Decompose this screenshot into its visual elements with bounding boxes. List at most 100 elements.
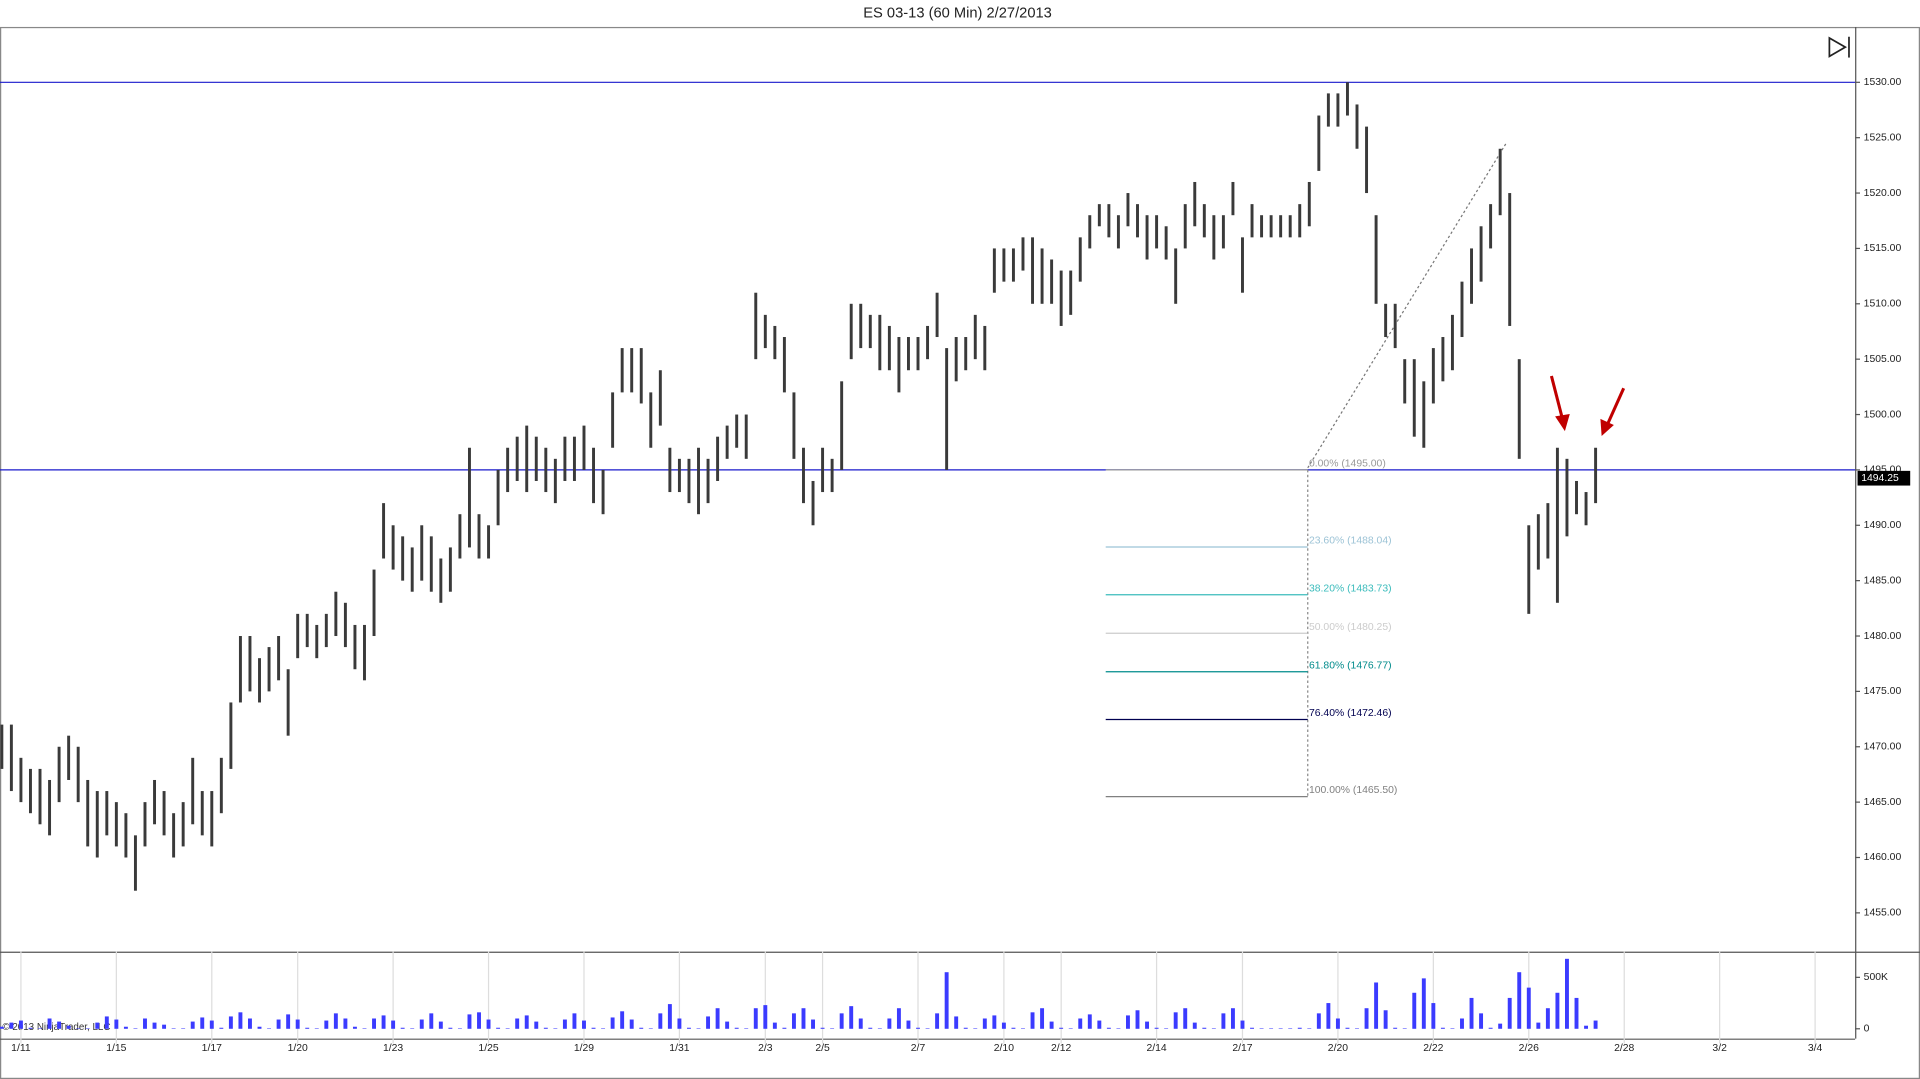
volume-bar bbox=[515, 1018, 520, 1029]
price-bar bbox=[1126, 193, 1130, 227]
volume-bar bbox=[1469, 997, 1474, 1029]
price-bar bbox=[258, 658, 261, 703]
volume-bar bbox=[410, 1028, 415, 1029]
volume-bar bbox=[18, 1020, 23, 1029]
price-bar bbox=[1431, 348, 1435, 404]
price-bar bbox=[1403, 359, 1407, 404]
price-bar bbox=[582, 425, 586, 470]
price-bar bbox=[754, 292, 758, 360]
price-bar bbox=[773, 325, 777, 360]
volume-bar bbox=[219, 1027, 224, 1029]
price-bar bbox=[811, 480, 815, 526]
price-bar bbox=[76, 746, 80, 803]
price-bar bbox=[716, 436, 720, 481]
volume-bar bbox=[1230, 1008, 1235, 1029]
price-bar bbox=[1412, 359, 1416, 437]
price-bar bbox=[391, 525, 395, 570]
fib-label: 23.60% (1488.04) bbox=[1309, 536, 1392, 547]
volume-bar bbox=[677, 1018, 682, 1029]
price-bar bbox=[1584, 492, 1588, 526]
x-tick-label: 1/11 bbox=[11, 1043, 31, 1054]
price-bar bbox=[133, 835, 137, 891]
x-tick-label: 2/28 bbox=[1614, 1043, 1634, 1054]
volume-bar bbox=[152, 1022, 157, 1029]
y-tick-label: 1490.00 bbox=[1864, 520, 1902, 531]
volume-bar bbox=[162, 1024, 167, 1029]
volume-bar bbox=[1087, 1014, 1092, 1029]
price-bar bbox=[945, 348, 949, 470]
price-bar bbox=[9, 724, 13, 792]
x-tick-label: 2/12 bbox=[1051, 1043, 1071, 1054]
volume-bar bbox=[57, 1021, 62, 1029]
price-bar bbox=[697, 447, 700, 515]
volume-bar bbox=[982, 1018, 987, 1029]
volume-bar bbox=[1584, 1025, 1589, 1029]
fib-label: 100.00% (1465.50) bbox=[1309, 785, 1397, 796]
price-bar bbox=[143, 802, 147, 847]
y-tick-label: 1475.00 bbox=[1864, 686, 1902, 697]
price-bar bbox=[1575, 480, 1578, 515]
price-bar bbox=[439, 558, 443, 603]
volume-bar bbox=[1393, 1027, 1398, 1029]
price-bar bbox=[1260, 215, 1264, 238]
volume-bar bbox=[591, 1027, 596, 1029]
volume-bar bbox=[314, 1028, 319, 1029]
x-tick-label: 2/14 bbox=[1146, 1043, 1166, 1054]
volume-bar bbox=[1116, 1028, 1121, 1029]
price-bar bbox=[1374, 215, 1378, 304]
volume-bar bbox=[1479, 1013, 1484, 1029]
volume-bar bbox=[1526, 987, 1531, 1029]
volume-bar bbox=[820, 1027, 825, 1029]
price-bar bbox=[1002, 248, 1006, 282]
price-bar bbox=[1508, 193, 1512, 326]
volume-tick-label: 0 bbox=[1864, 1024, 1870, 1035]
price-bar bbox=[28, 768, 32, 814]
volume-bar bbox=[276, 1019, 281, 1029]
price-bar bbox=[792, 392, 796, 459]
price-bar bbox=[1031, 237, 1034, 304]
volume-bar bbox=[1440, 1027, 1445, 1029]
volume-bar bbox=[66, 1025, 71, 1029]
price-bar bbox=[19, 757, 23, 803]
price-bar bbox=[935, 292, 939, 338]
y-tick-label: 1455.00 bbox=[1864, 908, 1902, 919]
price-bar bbox=[1555, 447, 1559, 603]
price-bar bbox=[1183, 204, 1187, 249]
price-bar bbox=[706, 458, 710, 504]
play-icon[interactable] bbox=[1828, 36, 1848, 58]
price-bar bbox=[1527, 525, 1531, 614]
volume-bar bbox=[610, 1017, 615, 1029]
price-bar bbox=[1107, 204, 1111, 238]
volume-bar bbox=[28, 1027, 33, 1029]
volume-bar bbox=[1183, 1008, 1188, 1029]
x-tick-label: 1/25 bbox=[478, 1043, 498, 1054]
fib-label: 0.00% (1495.00) bbox=[1309, 459, 1386, 470]
price-bar bbox=[887, 325, 891, 371]
volume-bar bbox=[954, 1016, 959, 1029]
volume-bar bbox=[362, 1028, 367, 1029]
price-bar bbox=[410, 547, 414, 592]
price-bar bbox=[1040, 248, 1044, 304]
price-bar bbox=[1174, 248, 1178, 304]
price-bar bbox=[1116, 215, 1120, 249]
volume-bar bbox=[1288, 1028, 1293, 1029]
volume-bar bbox=[1059, 1027, 1064, 1029]
volume-bar bbox=[543, 1027, 548, 1029]
price-bar bbox=[448, 547, 452, 592]
volume-bar bbox=[209, 1020, 214, 1029]
volume-bar bbox=[190, 1021, 195, 1029]
arrow-head bbox=[1555, 413, 1570, 432]
price-bar bbox=[620, 348, 624, 393]
price-bar bbox=[668, 447, 672, 493]
scroll-end-icon[interactable] bbox=[1828, 36, 1850, 58]
volume-bar bbox=[1021, 1028, 1025, 1029]
price-bar bbox=[553, 458, 557, 504]
price-bar bbox=[1212, 215, 1216, 260]
price-bar bbox=[1345, 82, 1349, 116]
y-tick-label: 1470.00 bbox=[1864, 742, 1902, 753]
price-bar bbox=[334, 591, 338, 637]
price-bar bbox=[1422, 381, 1426, 448]
price-bar bbox=[630, 348, 634, 393]
price-bar bbox=[219, 757, 223, 814]
price-bar bbox=[496, 469, 500, 526]
